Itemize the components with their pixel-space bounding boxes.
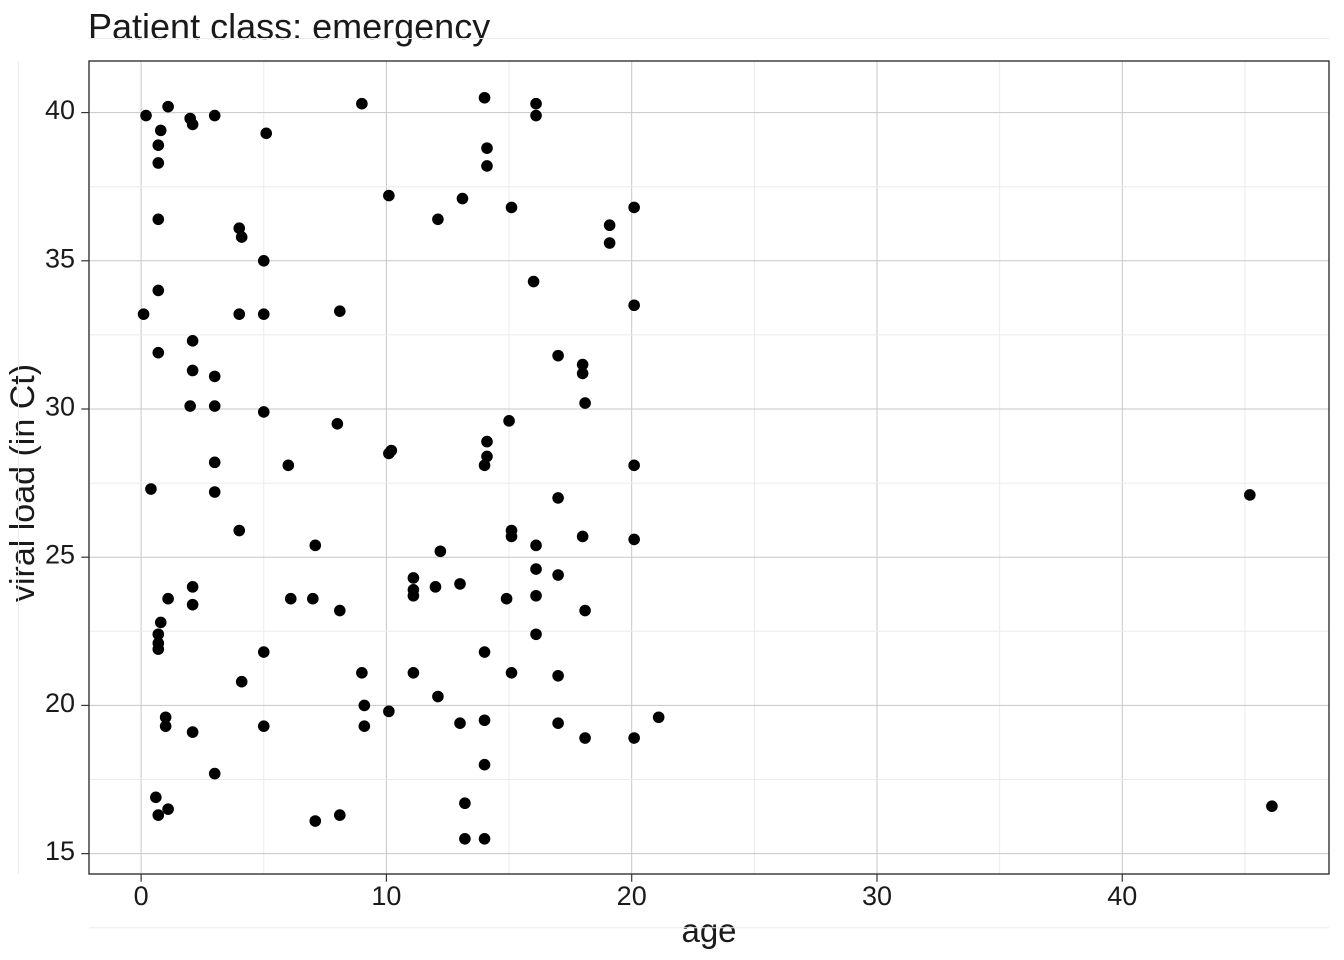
svg-text:10: 10 [371,881,401,911]
svg-text:20: 20 [617,881,647,911]
svg-text:25: 25 [45,540,75,570]
svg-text:30: 30 [862,881,892,911]
svg-text:35: 35 [45,243,75,273]
svg-text:15: 15 [45,836,75,866]
svg-text:30: 30 [45,392,75,422]
svg-text:40: 40 [45,95,75,125]
svg-text:0: 0 [134,881,149,911]
svg-text:40: 40 [1107,881,1137,911]
svg-text:20: 20 [45,688,75,718]
